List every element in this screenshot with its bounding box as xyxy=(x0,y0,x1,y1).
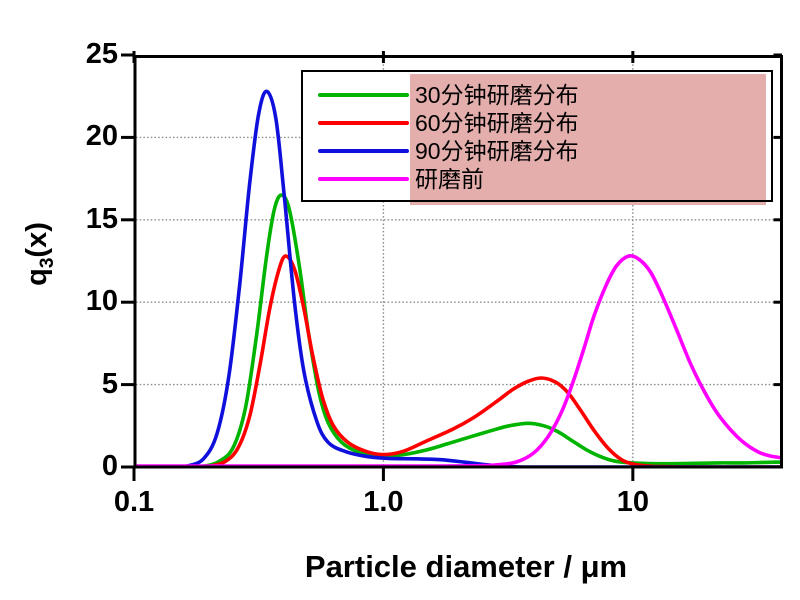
y-tick-label: 20 xyxy=(85,120,118,153)
y-tick-label: 10 xyxy=(85,285,118,318)
legend-label: 60分钟研磨分布 xyxy=(415,110,579,136)
legend-swatch-curve-30min-grinding xyxy=(318,93,409,97)
x-tick-label: 0.1 xyxy=(113,486,155,518)
x-axis-title: Particle diameter / μm xyxy=(304,549,628,584)
curve-30min-grinding xyxy=(183,193,782,467)
legend: 30分钟研磨分布 60分钟研磨分布 90分钟研磨分布 研磨前 xyxy=(301,70,773,210)
legend-label: 30分钟研磨分布 xyxy=(415,82,579,108)
legend-label: 研磨前 xyxy=(415,166,484,192)
legend-swatch-curve-60min-grinding xyxy=(318,121,409,125)
x-tick-label: 1.0 xyxy=(363,486,404,518)
y-tick-label: 25 xyxy=(85,37,118,70)
legend-pink-overlay xyxy=(410,74,766,205)
curve-60min-grinding xyxy=(189,254,782,467)
y-tick-label: 15 xyxy=(85,202,118,235)
y-tick-label: 5 xyxy=(101,367,118,400)
legend-swatch-curve-before-grinding xyxy=(318,177,409,181)
plot-border xyxy=(133,55,783,469)
x-tick-label: 10 xyxy=(616,486,649,518)
y-tick-label: 0 xyxy=(101,449,118,482)
legend-border xyxy=(301,70,773,202)
legend-label: 90分钟研磨分布 xyxy=(415,138,579,164)
y-axis-title: q3(x) xyxy=(21,222,58,286)
legend-swatch-curve-90min-grinding xyxy=(318,149,409,153)
